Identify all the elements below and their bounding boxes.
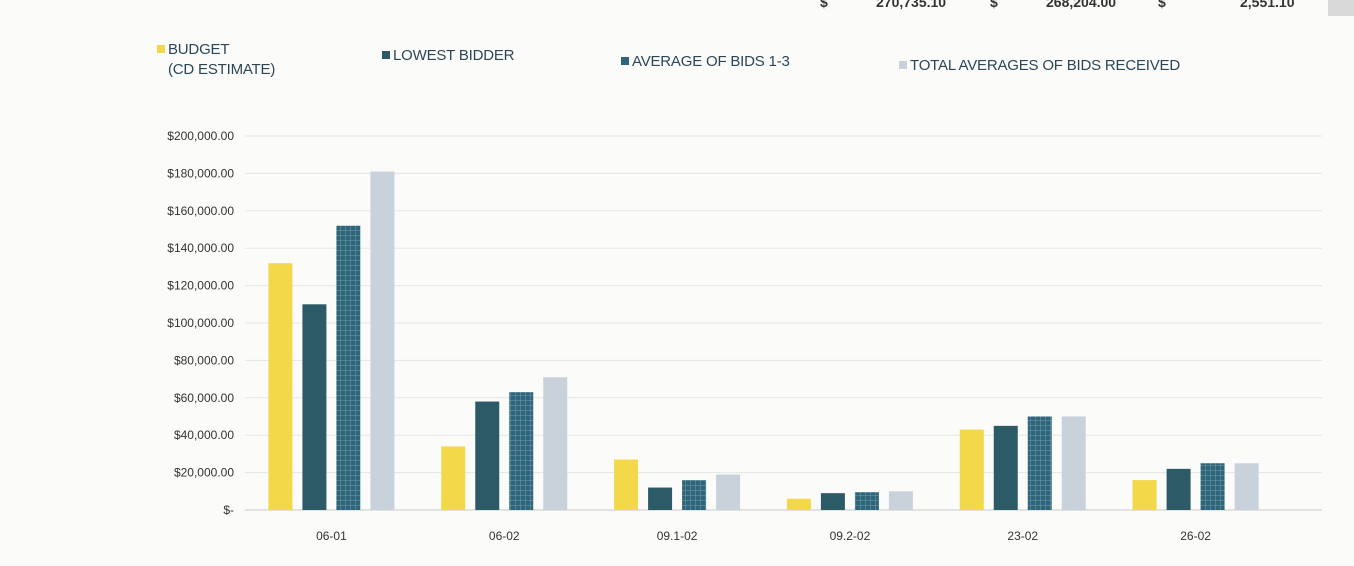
bar-09.2-02-series-3 [889, 491, 913, 510]
bar-23-02-series-0 [960, 430, 984, 510]
bar-06-01-series-2 [336, 226, 360, 510]
y-tick-label: $40,000.00 [174, 428, 234, 442]
x-category-label: 23-02 [1007, 529, 1038, 543]
x-category-label: 09.1-02 [657, 529, 698, 543]
bar-06-02-series-3 [543, 377, 567, 510]
x-category-label: 06-02 [489, 529, 520, 543]
bar-23-02-series-2 [1028, 417, 1052, 511]
bar-09.2-02-series-2 [855, 492, 879, 510]
bar-23-02-series-1 [994, 426, 1018, 510]
bar-09.1-02-series-2 [682, 480, 706, 510]
bars [268, 172, 1258, 510]
y-tick-label: $- [223, 503, 234, 517]
bar-06-02-series-2 [509, 392, 533, 510]
bar-26-02-series-1 [1167, 469, 1191, 510]
gridlines [245, 136, 1322, 510]
y-tick-label: $160,000.00 [167, 204, 234, 218]
x-category-label: 26-02 [1180, 529, 1211, 543]
y-tick-label: $140,000.00 [167, 241, 234, 255]
y-tick-label: $180,000.00 [167, 166, 234, 180]
y-tick-label: $100,000.00 [167, 316, 234, 330]
y-tick-label: $60,000.00 [174, 391, 234, 405]
bar-09.2-02-series-0 [787, 499, 811, 510]
bar-09.1-02-series-1 [648, 488, 672, 510]
bar-06-01-series-0 [268, 263, 292, 510]
bar-06-01-series-3 [370, 172, 394, 510]
x-category-label: 06-01 [316, 529, 347, 543]
y-axis-ticks: $- $20,000.00 $40,000.00 $60,000.00 $80,000.… [167, 129, 234, 517]
bar-26-02-series-0 [1133, 480, 1157, 510]
bar-26-02-series-3 [1235, 463, 1259, 510]
y-tick-label: $20,000.00 [174, 466, 234, 480]
x-category-label: 09.2-02 [830, 529, 871, 543]
y-tick-label: $120,000.00 [167, 279, 234, 293]
bar-06-02-series-1 [475, 402, 499, 510]
bar-09.1-02-series-0 [614, 460, 638, 510]
bar-06-01-series-1 [302, 304, 326, 510]
bar-26-02-series-2 [1201, 463, 1225, 510]
y-tick-label: $200,000.00 [167, 129, 234, 143]
bar-23-02-series-3 [1062, 417, 1086, 511]
bar-09.2-02-series-1 [821, 493, 845, 510]
bar-06-02-series-0 [441, 446, 465, 510]
bar-09.1-02-series-3 [716, 474, 740, 510]
x-axis-labels: 06-01 06-02 09.1-02 09.2-02 23-02 26-02 [316, 529, 1211, 543]
y-tick-label: $80,000.00 [174, 353, 234, 367]
